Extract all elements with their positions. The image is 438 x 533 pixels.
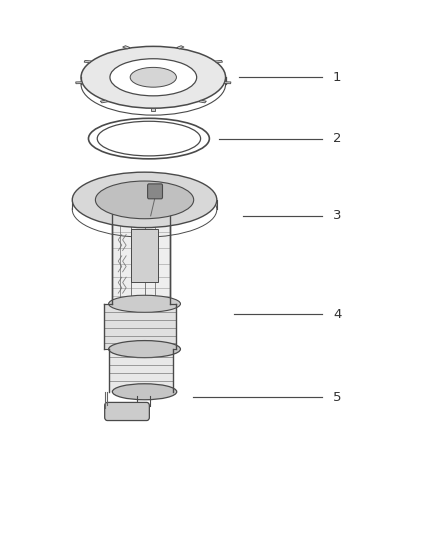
Ellipse shape [110,59,197,96]
Text: 5: 5 [333,391,341,403]
Ellipse shape [81,46,226,108]
FancyBboxPatch shape [112,208,170,304]
Polygon shape [123,46,130,49]
Text: 4: 4 [333,308,341,321]
Ellipse shape [130,67,177,87]
Polygon shape [84,60,91,63]
Ellipse shape [95,181,194,219]
Text: 1: 1 [333,71,341,84]
Ellipse shape [97,122,201,156]
FancyBboxPatch shape [105,402,149,421]
FancyBboxPatch shape [104,304,176,349]
Polygon shape [151,108,155,111]
Polygon shape [224,82,231,84]
Ellipse shape [72,172,217,228]
Polygon shape [177,46,184,49]
Ellipse shape [109,295,180,312]
Polygon shape [215,60,223,63]
FancyBboxPatch shape [131,229,158,282]
Polygon shape [76,82,82,84]
Polygon shape [100,100,108,103]
Text: 3: 3 [333,209,341,222]
FancyBboxPatch shape [109,349,173,392]
Ellipse shape [112,384,177,400]
FancyBboxPatch shape [148,184,162,199]
Polygon shape [199,100,206,103]
Ellipse shape [109,341,180,358]
Text: 2: 2 [333,132,341,145]
